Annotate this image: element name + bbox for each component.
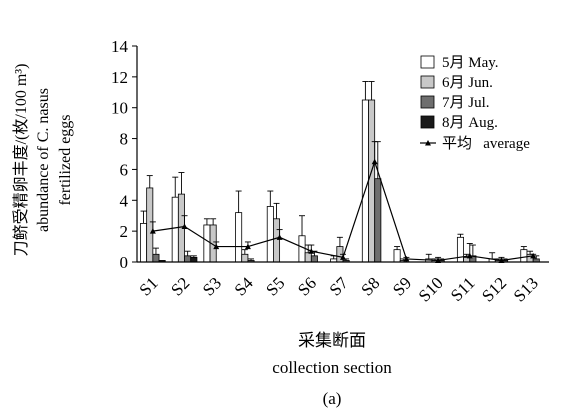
- x-tick-label-S13: S13: [510, 273, 542, 305]
- bar-s3-S2: [184, 255, 192, 263]
- legend-label-1: 5月 May.: [442, 55, 499, 71]
- x-tick-label-S4: S4: [231, 273, 257, 299]
- x-tick-label-S10: S10: [415, 273, 447, 305]
- legend-swatch-4: [420, 115, 435, 129]
- x-tick-label-S12: S12: [478, 273, 510, 305]
- bar-s1-S3: [203, 224, 211, 263]
- bar-s2-S1: [146, 187, 154, 263]
- y-tick-label-7: 14: [111, 37, 129, 56]
- bar-s1-S11: [456, 236, 464, 263]
- y-axis-ticks: 0 2 4 6 8 10 12 14: [111, 37, 137, 272]
- legend-average-marker: [425, 140, 431, 146]
- x-tick-label-S2: S2: [167, 273, 193, 299]
- x-axis-label-en: collection section: [272, 358, 392, 377]
- average-marker-S1: [149, 228, 156, 234]
- average-marker-S11: [466, 252, 473, 259]
- y-tick-label-5: 10: [111, 99, 128, 118]
- legend-swatch-3: [420, 95, 435, 109]
- y-tick-label-6: 12: [111, 68, 128, 87]
- bar-s2-S4: [241, 253, 249, 263]
- average-marker-S4: [244, 243, 251, 250]
- bar-s1-S2: [171, 196, 179, 263]
- legend-swatch-1: [420, 55, 435, 69]
- average-marker-S8: [371, 158, 378, 165]
- y-tick-label-3: 6: [120, 160, 129, 179]
- bar-s1-S1: [140, 223, 148, 263]
- bar-s2-S8: [368, 99, 376, 263]
- x-axis-ticks: S1 S2 S3 S4 S5 S6 S7 S8 S9 S10 S11 S12 S13: [136, 273, 542, 305]
- x-axis-label-cn: 采集断面: [298, 331, 366, 350]
- y-axis-label-line-2: abundance of C. nasus: [35, 88, 52, 232]
- y-tick-label-1: 2: [120, 222, 129, 241]
- average-marker-S13: [530, 252, 537, 259]
- y-axis-label: 刀鲚受精卵丰度/(枚/100 m³) abundance of C. nasus…: [12, 64, 74, 257]
- y-tick-label-2: 4: [120, 191, 129, 210]
- x-tick-label-S3: S3: [199, 273, 225, 299]
- average-marker-S9: [403, 255, 410, 262]
- bar-s1-S13: [520, 249, 528, 263]
- legend-label-average: 平均 average: [442, 135, 530, 152]
- average-marker-S3: [213, 243, 220, 250]
- bar-s1-S6: [298, 235, 306, 263]
- bar-s1-S8: [361, 99, 369, 263]
- bar-s4-S2: [190, 256, 198, 263]
- bar-s1-S5: [266, 206, 274, 263]
- panel-label: (a): [323, 389, 342, 408]
- legend-label-3: 7月 Jul.: [442, 95, 490, 111]
- x-tick-label-S1: S1: [136, 273, 162, 299]
- average-marker-S2: [181, 223, 188, 230]
- legend-swatch-2: [420, 75, 435, 89]
- average-marker-S7: [340, 254, 346, 260]
- x-tick-label-S5: S5: [262, 273, 288, 299]
- y-axis-label-line-1: 刀鲚受精卵丰度/(枚/100 m³): [12, 64, 30, 257]
- axes: [136, 46, 549, 263]
- x-tick-label-S9: S9: [389, 273, 415, 299]
- bar-s2-S6: [304, 252, 312, 263]
- bar-s3-S8: [374, 178, 382, 263]
- x-tick-label-S11: S11: [447, 273, 479, 305]
- bar-s3-S1: [152, 253, 160, 263]
- x-tick-label-S7: S7: [326, 273, 352, 299]
- bar-s1-S4: [235, 212, 243, 263]
- y-tick-label-0: 0: [120, 253, 129, 272]
- y-axis-label-line-3: fertilized eggs: [57, 114, 74, 205]
- average-marker-S5: [276, 234, 283, 240]
- bar-s1-S9: [393, 249, 401, 263]
- x-tick-label-S8: S8: [357, 273, 383, 299]
- bar-s2-S5: [273, 218, 281, 263]
- legend-label-2: 6月 Jun.: [442, 75, 493, 91]
- legend: 5月 May. 6月 Jun. 7月 Jul. 8月 Aug. 平均 average: [420, 55, 530, 152]
- y-tick-label-4: 8: [120, 130, 129, 149]
- bar-s3-S6: [310, 255, 318, 263]
- x-tick-label-S6: S6: [294, 273, 320, 299]
- average-marker-S6: [308, 248, 315, 254]
- legend-label-4: 8月 Aug.: [442, 115, 498, 131]
